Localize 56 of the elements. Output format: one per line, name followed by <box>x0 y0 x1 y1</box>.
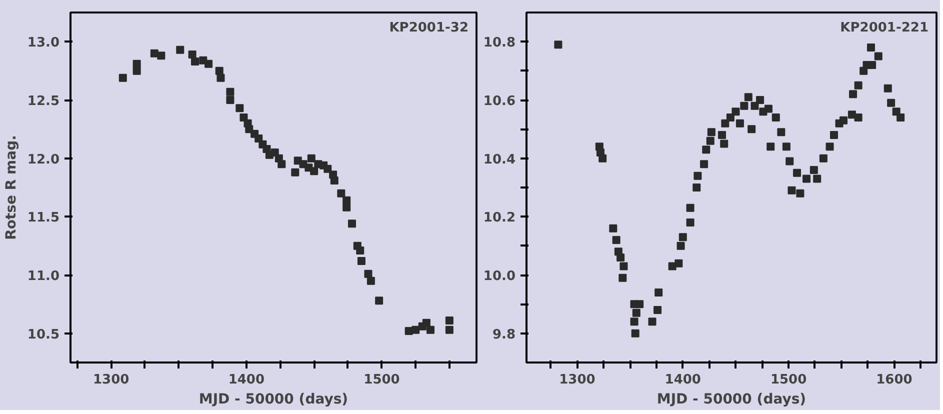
point <box>445 316 454 324</box>
point <box>226 88 234 96</box>
text: KP2001-32 <box>389 20 469 36</box>
y-tick-label: 9.8 <box>492 327 516 342</box>
y-tick-label: 10.8 <box>483 36 516 51</box>
y-tick-label: 10.5 <box>27 327 60 342</box>
point <box>157 52 166 60</box>
text: KP2001-221 <box>840 20 929 36</box>
point <box>215 66 224 75</box>
point <box>216 74 225 82</box>
point <box>240 114 248 122</box>
point <box>118 74 127 82</box>
point <box>337 189 346 198</box>
point <box>324 164 332 173</box>
point <box>188 50 196 58</box>
point <box>204 60 213 68</box>
point <box>356 246 364 254</box>
point <box>348 220 356 228</box>
point <box>310 167 318 176</box>
y-tick-label: 10.6 <box>483 94 516 109</box>
point <box>236 104 244 112</box>
x-tick-label: 1500 <box>770 372 807 388</box>
point <box>357 257 366 265</box>
point <box>226 96 234 104</box>
x-tick-label: 1600 <box>876 372 912 388</box>
y-tick-label: 10.0 <box>483 269 516 284</box>
y-tick-label: 10.2 <box>483 210 516 226</box>
x-axis-title: MJD - 50000 (days) <box>656 392 806 408</box>
point <box>364 270 372 278</box>
y-tick-label: 13.0 <box>27 36 60 51</box>
x-tick-label: 1300 <box>559 372 596 388</box>
y-axis-title: Rotse R mag. <box>3 135 20 240</box>
point <box>366 276 375 285</box>
x-tick-label: 1300 <box>93 372 130 388</box>
x-tick-label: 1400 <box>664 372 701 388</box>
point <box>291 168 300 176</box>
x-tick-label: 1500 <box>364 372 400 388</box>
point <box>307 154 316 162</box>
x-axis-title: MJD - 50000 (days) <box>198 392 348 408</box>
point <box>426 326 434 334</box>
point <box>330 176 338 184</box>
point <box>132 60 141 68</box>
x-tick-label: 1400 <box>228 372 265 388</box>
point <box>342 203 351 212</box>
point <box>176 46 184 54</box>
point <box>191 58 200 66</box>
point <box>422 318 430 327</box>
point <box>278 160 286 168</box>
y-tick-label: 10.4 <box>483 152 516 168</box>
y-tick-label: 11.5 <box>27 210 60 226</box>
point <box>375 296 384 305</box>
y-tick-label: 11.0 <box>27 269 60 284</box>
point <box>412 326 420 334</box>
y-tick-label: 12.5 <box>27 94 60 109</box>
y-tick-label: 12.0 <box>27 152 60 168</box>
point <box>445 326 454 334</box>
